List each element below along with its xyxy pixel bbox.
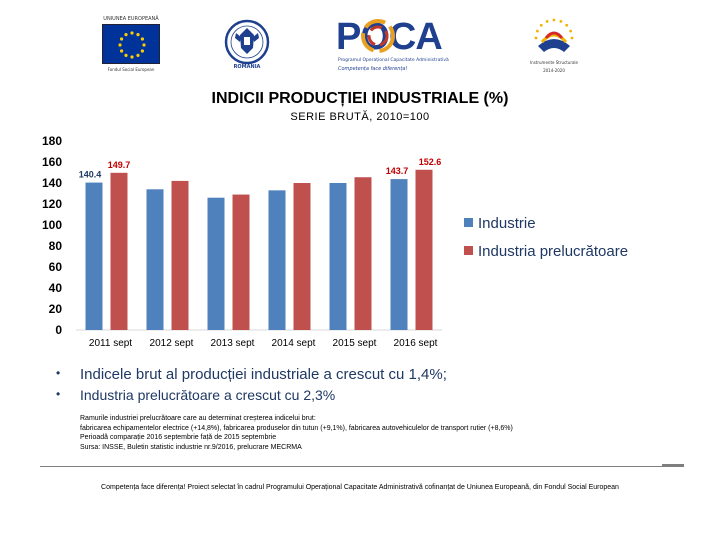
eu-caption-top: UNIUNEA EUROPEANĂ [103,16,159,22]
eu-star-icon [136,33,140,37]
legend-swatch [464,246,473,255]
sf-star-icon [545,19,549,23]
footer-divider [40,466,684,467]
poca-logo-icon: POCA Programul Operațional Capacitate Ad… [336,16,460,76]
bar-chart: 0 20 40 60 80 100 120 140 160 180 140.4 149.7 143.7 1… [42,134,628,349]
x-tick-label: 2013 sept [211,338,255,349]
eu-star-icon [120,37,124,41]
data-label: 152.6 [419,157,442,167]
note-line: Perioadă comparație 2016 septembrie față… [80,434,277,441]
eu-stars-icon [118,31,146,59]
bar-industria-prelucratoare [171,180,189,330]
sf-star-icon [552,18,556,22]
legend-swatch [464,218,473,227]
bullet-dot-icon: • [56,387,61,401]
y-tick-label: 40 [49,281,63,295]
eu-flag-icon [102,24,160,64]
bullet-dot-icon: • [56,366,61,380]
eu-logo: UNIUNEA EUROPEANĂ Fondul Social European [100,16,162,76]
legend-label: Industria prelucrătoare [478,243,628,260]
bullet-list: • Indicele brut al producției industrial… [56,366,696,408]
poca-wordmark: POCA [336,16,443,58]
data-label: 143.7 [386,166,409,176]
sf-star-icon [559,19,563,23]
notes-block: Ramurile industriei prelucrătoare care a… [80,414,680,452]
sf-star-icon [565,23,569,27]
y-tick-label: 180 [42,134,62,148]
y-tick-label: 0 [55,323,62,337]
eu-caption-bottom: Fondul Social European [107,67,155,72]
y-tick-label: 60 [49,260,63,274]
bar-industrie [85,182,103,330]
bullet-item: • Industria prelucrătoare a crescut cu 2… [56,387,696,408]
sf-star-icon [535,29,539,33]
eu-star-icon [140,37,144,41]
y-tick-label: 140 [42,176,62,190]
data-label: 140.4 [79,170,102,180]
eu-star-icon [136,53,140,57]
eu-star-icon [118,43,122,47]
government-crest-icon: ROMÂNIA [224,18,270,74]
y-tick-label: 120 [42,197,62,211]
bullet-text: Industria prelucrătoare a crescut cu 2,3… [80,387,336,403]
bar-industria-prelucratoare [354,177,372,330]
eu-star-icon [140,49,144,53]
bar-industria-prelucratoare [293,183,311,330]
note-line: fabricarea echipamentelor electrice (+14… [80,424,513,432]
sf-star-icon [570,36,574,40]
eu-star-icon [120,49,124,53]
y-tick-label: 80 [49,239,63,253]
eu-star-icon [124,33,128,37]
x-tick-label: 2016 sept [394,338,438,349]
note-line: Sursa: INSSE, Buletin statistic industri… [80,443,302,451]
bar-industrie [329,183,347,330]
sf-star-icon [534,36,538,40]
poca-line2: Competența face diferența! [338,66,408,72]
bar-industria-prelucratoare [110,172,128,330]
legend-label: Industrie [478,215,536,232]
sf-caption-2: 2014-2020 [543,68,565,73]
eu-star-icon [130,31,134,35]
y-tick-label: 100 [42,218,62,232]
bar-industria-prelucratoare [232,194,250,330]
x-tick-label: 2011 sept [89,338,132,349]
logo-row: UNIUNEA EUROPEANĂ Fondul Social European… [0,8,720,78]
page-subtitle: SERIE BRUTĂ, 2010=100 [290,111,430,123]
data-label: 149.7 [108,160,131,170]
poca-line1: Programul Operațional Capacitate Adminis… [338,58,449,63]
poca-ring-icon [361,19,395,53]
bar-industrie [268,190,286,330]
eu-star-icon [142,43,146,47]
note-line: Ramurile industriei prelucrătoare care a… [80,415,316,422]
bar-industrie [146,189,164,330]
bar-industrie [207,197,225,330]
y-tick-label: 20 [49,302,63,316]
x-tick-label: 2015 sept [333,338,377,349]
sf-caption-1: Instrumente Structurale [530,60,578,65]
gov-caption: ROMÂNIA [233,64,261,70]
x-tick-label: 2014 sept [272,338,316,349]
footer-divider-accent [662,464,684,467]
eu-star-icon [124,53,128,57]
eu-star-icon [130,55,134,59]
page-title: INDICII PRODUCȚIEI INDUSTRIALE (%) [211,90,509,107]
structural-funds-icon: Instrumente Structurale 2014-2020 [524,16,584,78]
sf-star-icon [569,29,573,33]
bullet-item: • Indicele brut al producției industrial… [56,366,696,387]
x-tick-label: 2012 sept [150,338,194,349]
sf-star-icon [539,23,543,27]
bullet-text: Indicele brut al producției industriale … [80,366,447,383]
footer-text: Competența face diferența! Proiect selec… [101,484,619,491]
bar-industrie [390,179,408,330]
bar-industria-prelucratoare [415,169,433,330]
y-tick-label: 160 [42,155,62,169]
